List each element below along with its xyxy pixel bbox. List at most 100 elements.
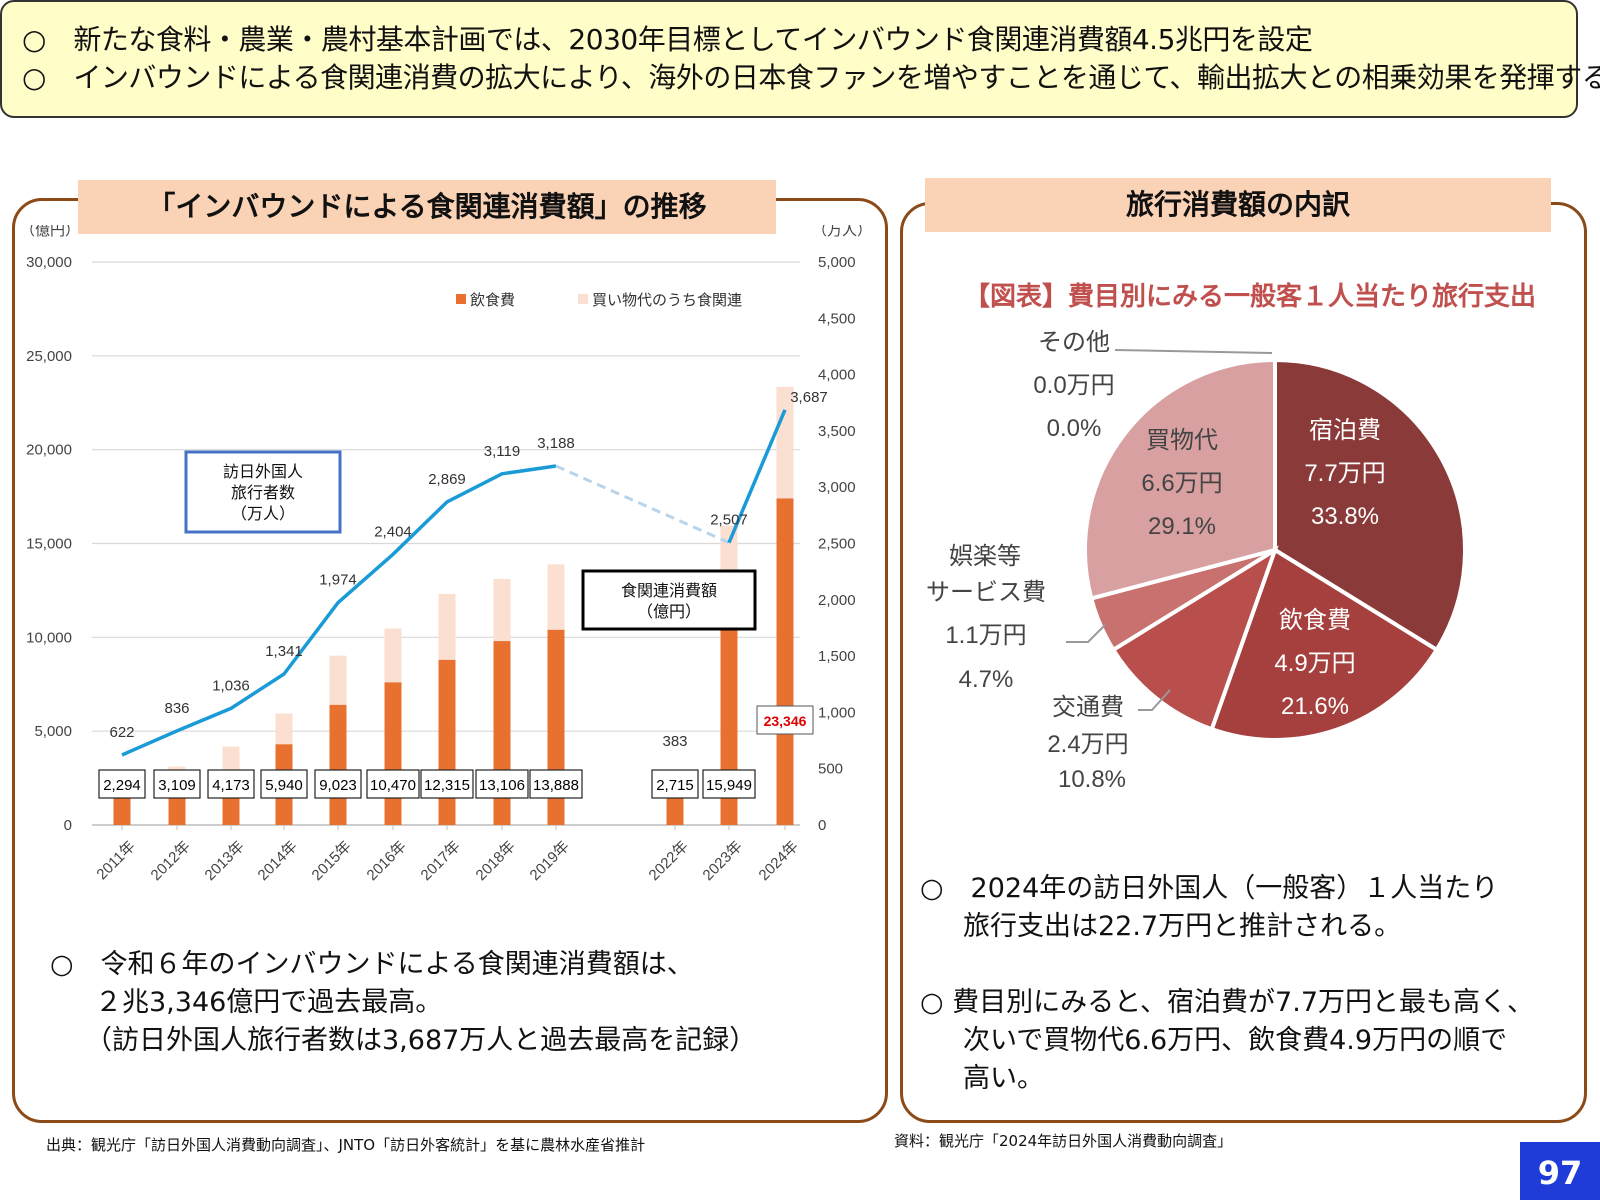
combo-chart: 0 5,000 10,000 15,000 20,000 25,000 30,000 0 500…	[20, 225, 872, 884]
pie-slice-percent: 29.1%	[1148, 513, 1216, 540]
y-right-tick: 3,500	[818, 423, 856, 440]
y-right-unit: （万人）	[812, 225, 872, 239]
total-label: 13,106	[479, 777, 525, 794]
x-tick-label: 2015年	[309, 838, 355, 884]
pie-slice-percent: 33.8%	[1311, 503, 1379, 530]
total-label: 4,173	[212, 777, 250, 794]
right-note1-line-2: 旅行支出は22.7万円と推計される。	[963, 911, 1402, 942]
legend-label-shopping: 買い物代のうち食関連	[592, 292, 742, 309]
x-tick-label: 2013年	[202, 838, 248, 884]
total-label: 5,940	[265, 777, 303, 794]
right-note1-line-1: ○ 2024年の訪日外国人（一般客）１人当たり	[920, 873, 1499, 904]
x-tick-label: 2023年	[700, 838, 746, 884]
bar-shopping-food	[222, 746, 240, 771]
summary-line-1: ○ 新たな食料・農業・農村基本計画では、2030年目標としてインバウンド食関連消…	[22, 23, 1313, 56]
y-left-tick: 5,000	[34, 723, 72, 740]
visitors-data-label: 2,507	[710, 512, 748, 529]
pie-slice-value: 7.7万円	[1304, 460, 1385, 487]
visitors-line-2011-2019	[121, 464, 557, 757]
x-tick-label: 2019年	[527, 838, 573, 884]
pie-slice-value: 2.4万円	[1047, 731, 1128, 758]
total-label: 15,949	[706, 777, 752, 794]
page-number: 97	[1520, 1142, 1600, 1200]
y-right-tick: 500	[818, 761, 843, 778]
x-tick-label: 2017年	[418, 838, 464, 884]
y-left-tick: 10,000	[26, 629, 72, 646]
bar-shopping-food	[776, 386, 794, 499]
pie-slice-percent: 10.8%	[1058, 766, 1126, 793]
bar-shopping-food	[438, 593, 456, 660]
total-label: 12,315	[424, 777, 470, 794]
bar-food	[384, 682, 402, 825]
y-left-tick: 30,000	[26, 254, 72, 271]
total-label: 2,294	[103, 777, 141, 794]
pie-slice-name: 交通費	[1052, 694, 1124, 721]
total-label: 10,470	[370, 777, 416, 794]
pie-slice-percent: 21.6%	[1281, 693, 1349, 720]
x-tick-label: 2014年	[255, 838, 301, 884]
bar-food	[329, 704, 347, 825]
y-right-tick: 1,000	[818, 704, 856, 721]
total-label-box	[651, 769, 699, 799]
bar-food	[438, 659, 456, 825]
x-tick-label: 2011年	[93, 838, 138, 883]
bar-shopping-food	[547, 564, 565, 630]
y-right-tick: 0	[818, 817, 826, 834]
pie-slice-name: 飲食費	[1279, 607, 1351, 634]
visitors-annotation-text: 訪日外国人	[223, 463, 303, 481]
pie-slice-name: 買物代	[1146, 427, 1218, 454]
pie-slice-percent: 0.0%	[1047, 415, 1102, 442]
bar-shopping-food	[493, 579, 511, 642]
left-note-line-3: （訪日外国人旅行者数は3,687万人と過去最高を記録）	[85, 1025, 757, 1056]
right-panel-title: 旅行消費額の内訳	[925, 178, 1551, 232]
total-label-box	[314, 769, 362, 799]
food-annotation-box	[581, 569, 757, 631]
food-annotation-text: （億円）	[637, 603, 701, 621]
x-tick-label: 2012年	[148, 838, 194, 884]
visitors-data-label: 3,119	[484, 443, 520, 460]
legend-swatch-food	[456, 294, 466, 304]
right-note2-line-1: ○ 費目別にみると、宿泊費が7.7万円と最も高く、	[920, 987, 1534, 1018]
visitors-data-label: 3,687	[790, 389, 828, 406]
total-label-box	[702, 769, 756, 799]
visitors-data-label: 836	[164, 700, 189, 717]
pie-slice-value: 4.9万円	[1274, 650, 1355, 677]
x-tick-label: 2018年	[473, 838, 519, 884]
left-source: 出典：観光庁「訪日外国人消費動向調査」、JNTO「訪日外客統計」を基に農林水産省…	[46, 1136, 646, 1154]
visitors-data-label: 2,404	[374, 523, 412, 540]
left-note-line-1: ○ 令和６年のインバウンドによる食関連消費額は、	[50, 949, 694, 980]
total-label-box	[366, 769, 420, 799]
total-label: 13,888	[533, 777, 579, 794]
left-note-line-2: ２兆3,346億円で過去最高。	[95, 987, 443, 1018]
right-note2-line-2: 次いで買物代6.6万円、飲食費4.9万円の順で	[963, 1025, 1508, 1056]
total-label-box	[260, 769, 308, 799]
y-right-tick: 1,500	[818, 648, 856, 665]
total-label: 23,346	[764, 713, 807, 729]
visitors-annotation-text: 旅行者数	[231, 484, 295, 502]
y-right-tick: 4,000	[818, 367, 856, 384]
pie-slice-value: 6.6万円	[1141, 470, 1222, 497]
y-left-tick: 20,000	[26, 442, 72, 459]
y-right-tick: 4,500	[818, 310, 856, 327]
y-left-tick: 15,000	[26, 536, 72, 553]
visitors-line-2023-2024	[727, 409, 787, 544]
bar-food	[776, 498, 794, 825]
summary-box: ○ 新たな食料・農業・農村基本計画では、2030年目標としてインバウンド食関連消…	[0, 0, 1600, 118]
y-left-tick: 0	[64, 817, 72, 834]
food-annotation-text: 食関連消費額	[621, 582, 717, 600]
total-label: 9,023	[319, 777, 357, 794]
pie-slice-name: 宿泊費	[1309, 417, 1381, 444]
bar-food	[113, 794, 131, 825]
pie-slice	[1209, 546, 1440, 742]
pie-slice-percent: 4.7%	[959, 666, 1014, 693]
pie-slice-name: その他	[1038, 329, 1110, 356]
bar-shopping-food	[384, 628, 402, 683]
visitors-annotation-box	[184, 450, 342, 534]
left-panel-title: 「インバウンドによる食関連消費額」の推移	[78, 180, 776, 234]
y-right-tick: 3,000	[818, 479, 856, 496]
y-left-tick: 25,000	[26, 348, 72, 365]
bar-shopping-food	[275, 713, 293, 745]
leader-line	[1138, 689, 1171, 711]
total-label-box	[756, 705, 814, 735]
visitors-line-gap	[555, 464, 730, 545]
